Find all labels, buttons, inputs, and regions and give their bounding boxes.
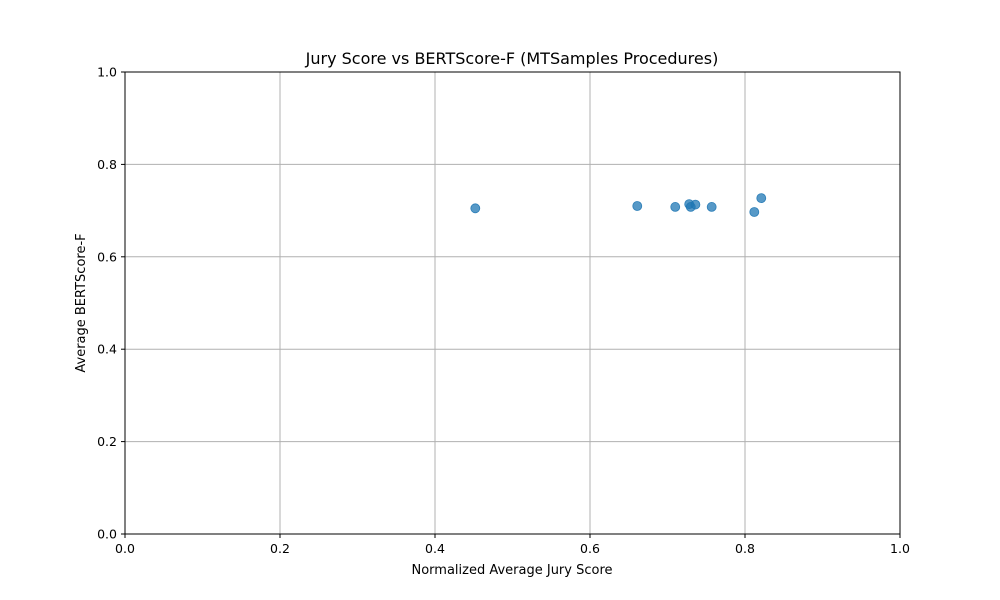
y-tick-label: 0.6 [97, 249, 117, 264]
x-tick-label: 0.2 [270, 541, 290, 556]
x-tick-label: 0.8 [735, 541, 755, 556]
chart-title: Jury Score vs BERTScore-F (MTSamples Pro… [305, 49, 719, 68]
y-axis-label: Average BERTScore-F [74, 233, 89, 372]
y-tick-label: 0.4 [97, 342, 117, 357]
data-points [470, 193, 767, 217]
data-point [632, 201, 643, 211]
grid-lines [124, 71, 901, 535]
x-axis-label: Normalized Average Jury Score [411, 563, 612, 578]
y-tick-label: 1.0 [97, 65, 117, 80]
data-point [756, 193, 767, 204]
plot-frame [124, 71, 901, 535]
x-tick-label: 0.4 [425, 541, 445, 556]
x-tick-label: 0.0 [115, 541, 135, 556]
x-axis-ticks: 0.0 0.2 0.4 0.6 0.8 1.0 [115, 534, 910, 556]
data-point [690, 199, 701, 210]
x-tick-label: 0.6 [580, 541, 600, 556]
y-tick-label: 0.0 [97, 527, 117, 542]
data-point [670, 202, 681, 212]
data-point [470, 203, 481, 214]
data-point [749, 207, 760, 217]
x-tick-label: 1.0 [890, 541, 910, 556]
y-tick-label: 0.2 [97, 434, 117, 449]
y-axis-ticks: 0.0 0.2 0.4 0.6 0.8 1.0 [97, 65, 125, 542]
data-point [706, 202, 717, 212]
y-tick-label: 0.8 [97, 157, 117, 172]
